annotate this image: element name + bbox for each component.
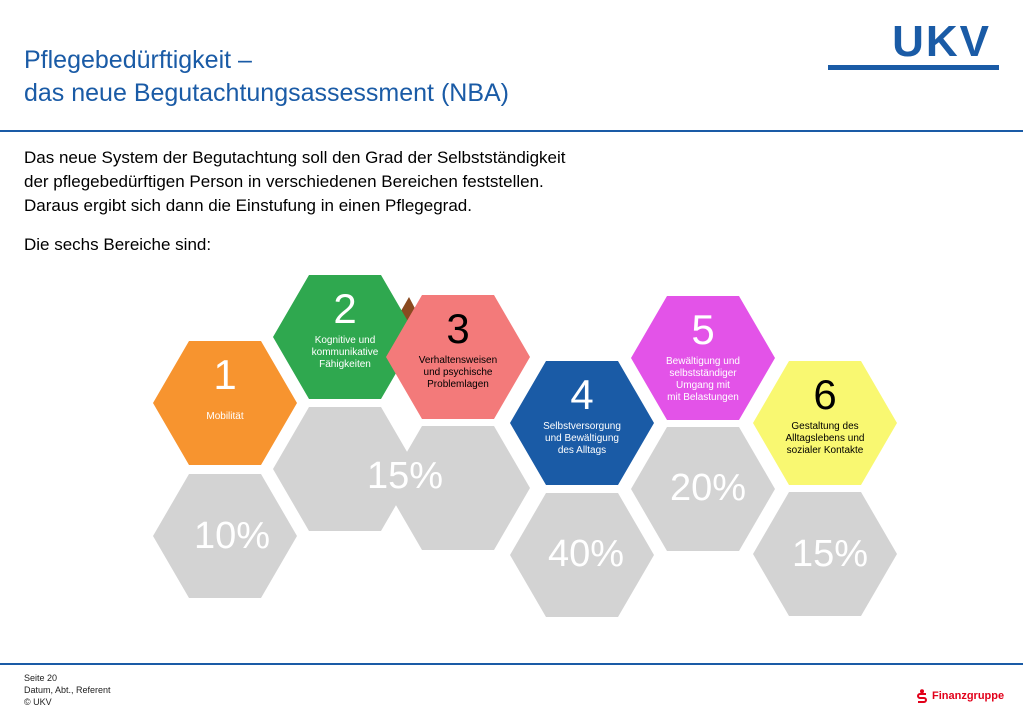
area-number-6: 6 — [813, 371, 836, 418]
weight-value-5: 20% — [670, 467, 746, 509]
weight-value-4: 40% — [548, 533, 624, 575]
area-label-4-line-3: des Alltags — [558, 445, 606, 456]
area-label-4-line-2: und Bewältigung — [545, 433, 619, 444]
sparkasse-text: Finanzgruppe — [932, 690, 1005, 702]
logo-underline — [828, 65, 999, 70]
footer-meta: Datum, Abt., Referent — [24, 685, 111, 695]
title-line-2: das neue Begutachtungsassessment (NBA) — [24, 79, 509, 107]
slide-title: Pflegebedürftigkeit – das neue Begutacht… — [24, 44, 509, 110]
footer-page: Seite 20 — [24, 673, 58, 683]
area-hex-shape-6 — [753, 361, 897, 485]
area-label-6-line-3: sozialer Kontakte — [787, 445, 864, 456]
area-label-5-line-4: mit Belastungen — [667, 392, 739, 403]
intro-text: Das neue System der Begutachtung soll de… — [24, 146, 724, 218]
weight-hex-4 — [510, 493, 654, 617]
weight-value-6: 15% — [792, 533, 868, 575]
weight-hex-3 — [386, 426, 530, 550]
area-label-5-line-1: Bewältigung und — [666, 356, 740, 367]
area-hex-shape-2 — [273, 275, 417, 399]
intro-line-1: Das neue System der Begutachtung soll de… — [24, 148, 566, 167]
sparkasse-icon — [917, 689, 927, 703]
areas-lead: Die sechs Bereiche sind: — [24, 235, 212, 254]
title-line-1: Pflegebedürftigkeit – — [24, 46, 252, 74]
footer-divider — [0, 663, 1023, 665]
intro-line-2: der pflegebedürftigen Person in verschie… — [24, 172, 544, 191]
area-hex-shape-3 — [386, 295, 530, 419]
weight-value-2: 15% — [367, 455, 443, 497]
area-label-5-line-3: Umgang mit — [676, 380, 730, 391]
area-hex-1: 1 Mobilität — [153, 341, 297, 465]
header-divider — [0, 130, 1023, 132]
area-label-4-line-1: Selbstversorgung — [543, 421, 621, 432]
area-label-3-line-1: Verhaltensweisen — [419, 355, 497, 366]
area-number-3: 3 — [446, 305, 469, 352]
area-label-2-line-3: Fähigkeiten — [319, 359, 371, 370]
area-number-4: 4 — [570, 371, 593, 418]
weight-value-1: 10% — [194, 515, 270, 557]
logo-text: UKV — [892, 17, 991, 66]
footer: Seite 20 Datum, Abt., Referent © UKV — [24, 672, 111, 708]
area-label-1-line-1: Mobilität — [206, 411, 243, 422]
weight-hex-1 — [153, 474, 297, 598]
area-label-6-line-1: Gestaltung des — [791, 421, 858, 432]
weight-hex-5 — [631, 427, 775, 551]
footer-copyright: © UKV — [24, 697, 52, 707]
area-label-5-line-2: selbstständiger — [669, 368, 737, 379]
area-label-3-line-3: Problemlagen — [427, 379, 489, 390]
weight-hex-6 — [753, 492, 897, 616]
area-label-2-line-1: Kognitive und — [315, 335, 376, 346]
area-hexes: 1 Mobilität 2 Kognitive undkommunikativeFäh… — [153, 275, 897, 485]
area-label-2-line-2: kommunikative — [312, 347, 379, 358]
area-hex-shape-1 — [153, 341, 297, 465]
area-hex-shape-5 — [631, 296, 775, 420]
ukv-logo: UKV — [826, 17, 1001, 74]
area-label-6-line-2: Alltagslebens und — [786, 433, 865, 444]
weight-hex-2 — [273, 407, 417, 531]
intro-line-3: Daraus ergibt sich dann die Einstufung i… — [24, 196, 472, 215]
area-number-5: 5 — [691, 306, 714, 353]
area-label-3-line-2: und psychische — [424, 367, 493, 378]
area-hex-shape-4 — [510, 361, 654, 485]
area-number-2: 2 — [333, 285, 356, 332]
area-number-1: 1 — [213, 351, 236, 398]
weight-hexes: 10% 15% 40% 20% 15% — [153, 407, 897, 617]
